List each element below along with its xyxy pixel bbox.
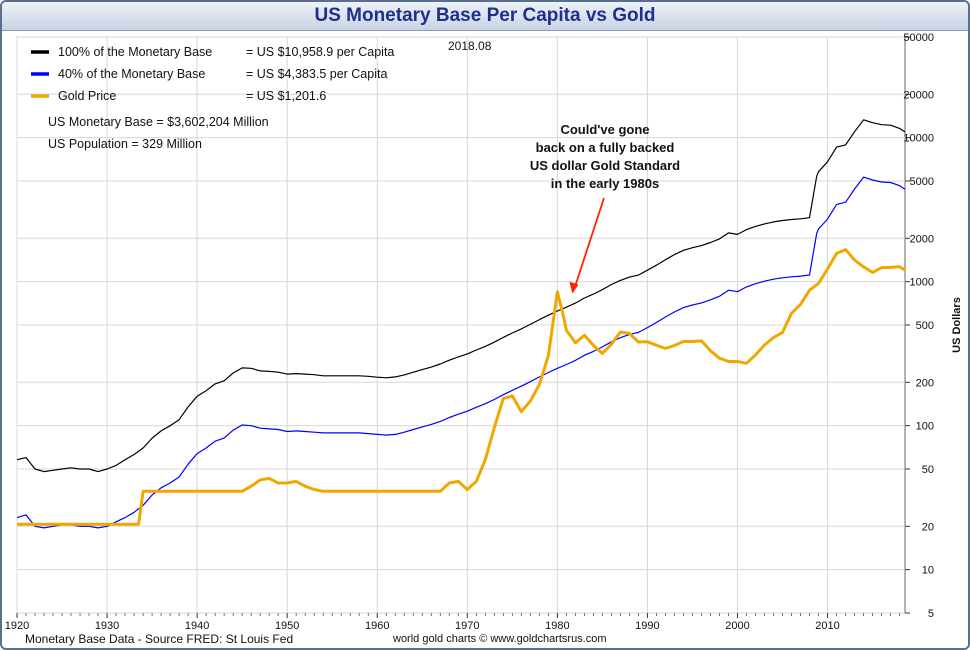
annotation-arrow-head — [569, 281, 579, 294]
annotation-line: Could've gone — [560, 122, 649, 137]
legend-value: = US $1,201.6 — [246, 89, 326, 103]
x-tick-label: 2010 — [815, 620, 839, 632]
series-line-0 — [16, 119, 906, 473]
note-population: US Population = 329 Million — [48, 137, 202, 151]
annotation-arrow-line — [574, 197, 605, 286]
chart-title: US Monetary Base Per Capita vs Gold — [314, 5, 656, 26]
y-axis: 5 10 20 50 100 200 500 1000 2000 5000 10000 20000 50… — [903, 32, 934, 620]
x-tick-label: 1960 — [365, 620, 389, 632]
annotation: Could've gone back on a fully backed US do… — [530, 122, 680, 294]
legend-label: Gold Price — [58, 89, 116, 103]
x-tick-label: 1970 — [455, 620, 479, 632]
legend-value: = US $10,958.9 per Capita — [246, 45, 394, 59]
x-tick-label: 1990 — [635, 620, 659, 632]
annotation-line: in the early 1980s — [551, 176, 659, 191]
y-tick-label: 50 — [922, 464, 934, 476]
x-tick-label: 1930 — [95, 620, 119, 632]
gridlines — [16, 36, 905, 614]
y-tick-label: 20 — [922, 521, 934, 533]
legend-label: 40% of the Monetary Base — [58, 67, 205, 81]
y-tick-label: 10000 — [903, 133, 934, 145]
x-tick-label: 2000 — [725, 620, 749, 632]
x-tick-label: 1940 — [185, 620, 209, 632]
footer-source: Monetary Base Data - Source FRED: St Lou… — [25, 632, 293, 646]
y-tick-label: 5 — [928, 608, 934, 620]
y-tick-label: 50000 — [903, 32, 934, 44]
footer-credit: world gold charts © www.goldchartsrus.co… — [392, 633, 607, 645]
y-tick-label: 10 — [922, 565, 934, 577]
x-tick-label: 1920 — [5, 620, 29, 632]
x-tick-label: 1950 — [275, 620, 299, 632]
legend-label: 100% of the Monetary Base — [58, 45, 212, 59]
x-tick-label: 1980 — [545, 620, 569, 632]
y-tick-label: 5000 — [910, 176, 934, 188]
annotation-line: back on a fully backed — [536, 140, 675, 155]
series-line-2 — [17, 248, 906, 526]
date-stamp: 2018.08 — [448, 39, 492, 53]
y-tick-label: 200 — [916, 377, 934, 389]
legend-value: = US $4,383.5 per Capita — [246, 67, 387, 81]
x-axis: 1920 1930 1940 1950 1960 1970 1980 1990 2000 2010 — [5, 613, 900, 632]
y-tick-label: 100 — [916, 421, 934, 433]
note-monetary-base: US Monetary Base = $3,602,204 Million — [48, 115, 269, 129]
series-layer — [16, 119, 906, 529]
y-tick-label: 1000 — [910, 277, 934, 289]
y-tick-label: 2000 — [910, 233, 934, 245]
y-tick-label: 500 — [916, 320, 934, 332]
annotation-line: US dollar Gold Standard — [530, 158, 680, 173]
legend: 100% of the Monetary Base = US $10,958.9 … — [31, 45, 394, 103]
title-bar: US Monetary Base Per Capita vs Gold — [2, 2, 968, 31]
y-tick-label: 20000 — [903, 89, 934, 101]
y-axis-label: US Dollars — [951, 297, 963, 353]
series-line-1 — [16, 176, 906, 529]
